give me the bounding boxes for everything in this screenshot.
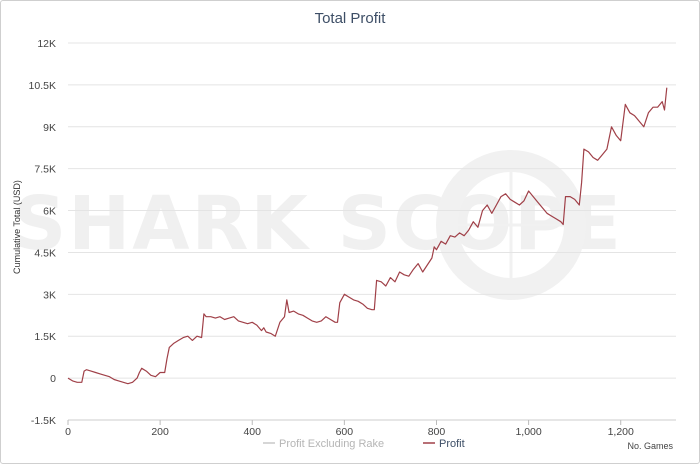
legend-label: Profit Excluding Rake bbox=[279, 438, 384, 450]
x-tick-label: 200 bbox=[151, 426, 169, 438]
legend-item-profit-excluding-rake[interactable]: Profit Excluding Rake bbox=[263, 438, 384, 450]
x-tick-label: 400 bbox=[243, 426, 261, 438]
y-tick-label: 1.5K bbox=[34, 331, 56, 343]
x-tick-label: 800 bbox=[428, 426, 446, 438]
y-tick-label: 7.5K bbox=[34, 164, 56, 176]
y-tick-label: 3K bbox=[43, 289, 56, 301]
scope-reticle-icon bbox=[436, 150, 586, 300]
y-tick-label: -1.5K bbox=[31, 415, 56, 427]
y-tick-label: 4.5K bbox=[34, 247, 56, 259]
legend[interactable]: Profit Excluding Rake Profit bbox=[263, 438, 465, 450]
y-tick-label: 0 bbox=[50, 373, 56, 385]
y-tick-label: 6K bbox=[43, 206, 56, 218]
x-tick-label: 1,000 bbox=[515, 426, 541, 438]
legend-label: Profit bbox=[439, 438, 465, 450]
y-tick-label: 12K bbox=[37, 38, 56, 50]
y-tick-label: 10.5K bbox=[29, 80, 56, 92]
y-axis-ticks: -1.5K 0 1.5K 3K 4.5K 6K 7.5K 9K 10.5K 12K bbox=[29, 38, 57, 427]
x-tick-label: 1,200 bbox=[608, 426, 634, 438]
series-line-profit bbox=[67, 87, 668, 385]
x-axis-ticks: 0 200 400 600 800 1,000 1,200 bbox=[65, 420, 634, 438]
chart-title: Total Profit bbox=[315, 10, 387, 27]
watermark: SHARK SCOPE bbox=[13, 150, 621, 300]
x-tick-label: 0 bbox=[65, 426, 71, 438]
x-axis-label: No. Games bbox=[627, 441, 673, 451]
x-tick-label: 600 bbox=[336, 426, 354, 438]
series-lines bbox=[67, 87, 668, 385]
grid-lines bbox=[68, 42, 676, 421]
legend-item-profit[interactable]: Profit bbox=[423, 438, 465, 450]
y-axis-label: Cumulative Total (USD) bbox=[12, 180, 22, 274]
y-tick-label: 9K bbox=[43, 122, 56, 134]
